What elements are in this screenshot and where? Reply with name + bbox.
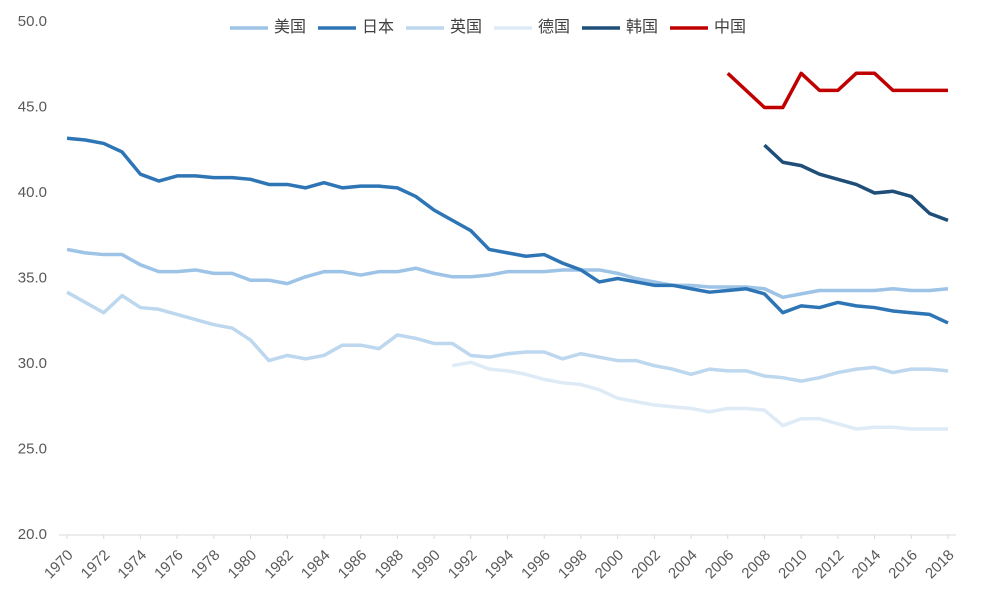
- legend-item: 德国: [494, 18, 570, 36]
- x-tick-label: 2018: [922, 547, 958, 583]
- series-line: [726, 71, 948, 110]
- x-tick-label: 1988: [371, 547, 407, 583]
- x-tick-label: 1990: [408, 547, 444, 583]
- y-tick-label: 35.0: [18, 269, 47, 286]
- y-tick-label: 20.0: [18, 526, 47, 543]
- x-tick-label: 1998: [555, 547, 591, 583]
- series-line: [66, 247, 949, 300]
- legend-label: 德国: [538, 18, 570, 36]
- series-line: [763, 143, 949, 222]
- x-tick-label: 1986: [335, 547, 371, 583]
- legend-label: 韩国: [626, 18, 658, 36]
- legend-item: 美国: [230, 18, 306, 36]
- x-tick-label: 1996: [518, 547, 554, 583]
- series-line: [66, 136, 949, 325]
- x-tick-label: 2000: [592, 547, 628, 583]
- x-tick-label: 2004: [665, 547, 701, 583]
- x-tick-label: 2016: [885, 547, 921, 583]
- x-tick-label: 1976: [151, 547, 187, 583]
- x-tick-label: 2008: [738, 547, 774, 583]
- x-tick-label: 2006: [702, 547, 738, 583]
- legend-label: 日本: [362, 18, 394, 36]
- x-tick-label: 1980: [225, 547, 261, 583]
- series-line: [452, 360, 948, 431]
- y-tick-label: 50.0: [18, 13, 47, 30]
- y-tick-label: 45.0: [18, 98, 47, 115]
- legend-item: 韩国: [582, 18, 658, 36]
- legend-label: 英国: [450, 18, 482, 36]
- series-line: [66, 290, 949, 383]
- legend-item: 日本: [318, 18, 394, 36]
- x-tick-label: 1992: [445, 547, 481, 583]
- legend-label: 中国: [714, 18, 746, 36]
- x-tick-label: 2010: [775, 547, 811, 583]
- x-tick-label: 1974: [114, 547, 150, 583]
- x-tick-label: 1984: [298, 547, 334, 583]
- legend-label: 美国: [274, 18, 306, 36]
- y-tick-label: 25.0: [18, 440, 47, 457]
- legend-item: 英国: [406, 18, 482, 36]
- x-tick-label: 1978: [188, 547, 224, 583]
- x-tick-label: 1972: [78, 547, 114, 583]
- x-tick-label: 2014: [849, 547, 885, 583]
- x-tick-label: 2012: [812, 547, 848, 583]
- y-tick-label: 30.0: [18, 355, 47, 372]
- x-tick-label: 2002: [628, 547, 664, 583]
- x-tick-label: 1970: [41, 547, 77, 583]
- legend-item: 中国: [670, 18, 746, 36]
- x-tick-label: 1994: [482, 547, 518, 583]
- y-tick-label: 40.0: [18, 184, 47, 201]
- x-tick-label: 1982: [261, 547, 297, 583]
